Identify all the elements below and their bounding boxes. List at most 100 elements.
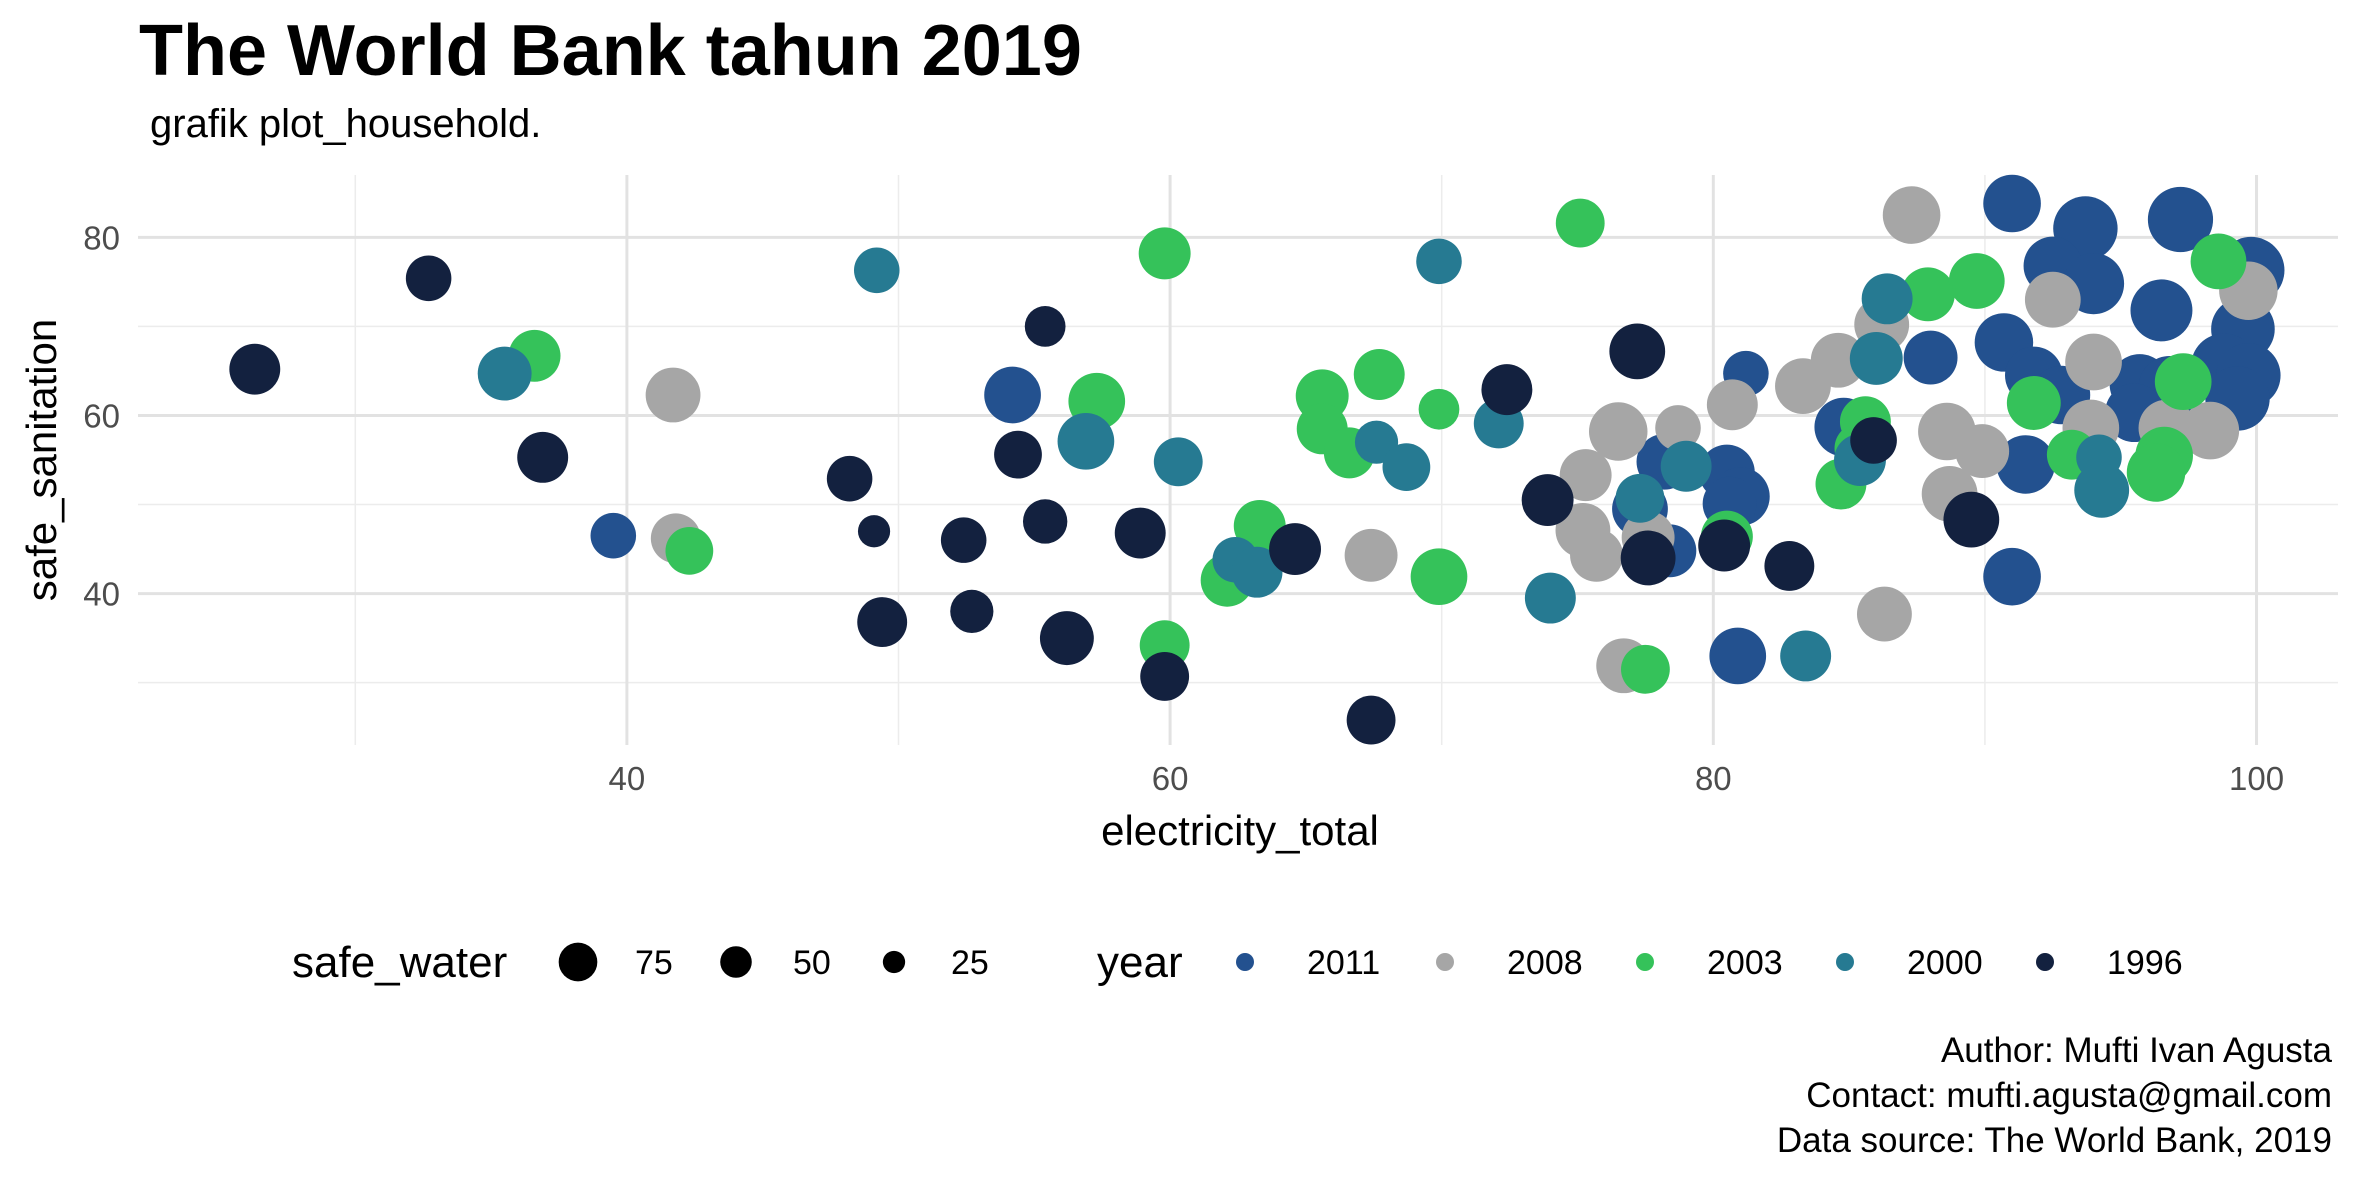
data-point-2000 — [853, 247, 900, 294]
color-legend-key — [1436, 953, 1454, 971]
data-point-2008 — [1559, 449, 1612, 502]
data-point-1996 — [1609, 323, 1666, 380]
color-legend-key — [1836, 953, 1854, 971]
data-point-2003 — [1620, 644, 1670, 694]
x-tick-label: 80 — [1695, 760, 1732, 797]
size-legend-label: 25 — [951, 944, 989, 982]
data-point-2008 — [1344, 528, 1398, 582]
data-point-2008 — [1882, 186, 1941, 244]
y-tick-label: 60 — [83, 397, 120, 434]
data-point-2003 — [1900, 267, 1955, 322]
data-point-1996 — [1481, 364, 1533, 416]
data-point-1996 — [1346, 695, 1396, 745]
caption-author: Author: Mufti Ivan Agusta — [1940, 1031, 2332, 1070]
data-point-1996 — [1269, 523, 1321, 576]
data-point-2000 — [1849, 332, 1903, 385]
data-point-2011 — [984, 366, 1041, 424]
color-legend-key — [1636, 953, 1654, 971]
color-legend-label: 2011 — [1307, 944, 1380, 982]
data-point-2008 — [1706, 379, 1758, 431]
color-legend-title: year — [1097, 938, 1183, 987]
data-point-2000 — [1780, 630, 1832, 682]
data-point-1996 — [1521, 474, 1574, 527]
color-legend-label: 2003 — [1707, 944, 1783, 982]
x-axis-title: electricity_total — [1101, 807, 1379, 854]
data-point-2000 — [1861, 273, 1913, 325]
data-point-1996 — [1140, 652, 1190, 701]
size-legend-label: 50 — [793, 944, 831, 982]
data-point-2011 — [1983, 547, 2041, 606]
data-point-1996 — [940, 517, 987, 563]
data-point-2011 — [1903, 330, 1958, 385]
data-point-2003 — [1555, 198, 1605, 248]
color-legend-label: 2000 — [1907, 944, 1983, 982]
data-point-2008 — [1570, 528, 1623, 582]
data-point-2011 — [1709, 627, 1767, 685]
data-point-2008 — [1589, 402, 1648, 461]
data-point-2003 — [665, 526, 714, 575]
data-point-2008 — [1955, 424, 2010, 479]
data-point-2000 — [1382, 443, 1431, 492]
data-point-2008 — [2181, 401, 2240, 460]
data-point-1996 — [1698, 519, 1751, 572]
size-legend-title: safe_water — [292, 938, 507, 987]
data-point-2000 — [477, 346, 532, 401]
data-point-2000 — [1524, 572, 1576, 624]
data-point-2011 — [2147, 186, 2214, 253]
data-point-2000 — [1615, 473, 1665, 523]
data-point-2003 — [2006, 376, 2061, 430]
y-tick-label: 40 — [83, 576, 120, 613]
data-point-1996 — [950, 589, 994, 634]
data-point-1996 — [1039, 611, 1094, 666]
data-point-2011 — [1983, 174, 2041, 233]
data-point-1996 — [1114, 507, 1166, 559]
y-tick-label: 80 — [83, 219, 120, 256]
data-point-1996 — [1022, 499, 1068, 544]
data-point-2003 — [1418, 388, 1460, 430]
data-point-2008 — [645, 367, 701, 423]
data-point-2000 — [1660, 440, 1712, 492]
x-tick-label: 40 — [609, 760, 646, 797]
axis-ticks: 40 60 80 100 40 60 80 — [83, 219, 2284, 797]
data-point-2003 — [2154, 353, 2212, 410]
data-point-1996 — [857, 515, 891, 548]
data-point-2008 — [1857, 586, 1912, 642]
data-point-1996 — [1850, 417, 1897, 464]
color-legend-key — [1236, 953, 1254, 971]
data-point-2008 — [1775, 358, 1831, 414]
legend: safe_water 75 50 25 year 2011 2008 2003 2000 1996 — [292, 938, 2183, 987]
data-point-2003 — [2126, 443, 2186, 502]
data-point-2008 — [2065, 333, 2122, 391]
data-point-2000 — [1416, 238, 1462, 285]
color-legend-label: 2008 — [1507, 944, 1583, 982]
data-point-2003 — [2190, 233, 2247, 290]
color-legend-key — [2036, 953, 2054, 971]
data-point-1996 — [405, 255, 452, 302]
chart-subtitle: grafik plot_household. — [150, 102, 542, 146]
caption-source: Data source: The World Bank, 2019 — [1776, 1121, 2332, 1160]
x-tick-label: 60 — [1152, 760, 1189, 797]
data-point-2003 — [1353, 349, 1405, 400]
size-legend-key — [882, 950, 906, 974]
data-point-2003 — [1948, 253, 2005, 309]
data-point-2008 — [2024, 271, 2081, 328]
data-point-2003 — [1138, 227, 1191, 280]
data-point-1996 — [994, 430, 1042, 479]
data-point-1996 — [1620, 530, 1676, 586]
data-point-1996 — [857, 597, 908, 648]
color-legend-label: 1996 — [2107, 944, 2183, 982]
data-point-1996 — [1024, 306, 1066, 347]
y-axis-title: safe_sanitation — [18, 319, 65, 602]
data-point-2000 — [1231, 546, 1283, 598]
data-point-1996 — [1943, 491, 2000, 548]
data-point-2011 — [1996, 435, 2055, 494]
data-point-2000 — [2074, 462, 2130, 518]
x-tick-label: 100 — [2229, 760, 2284, 797]
data-point-1996 — [517, 431, 569, 483]
data-point-2011 — [2130, 279, 2193, 342]
data-point-2008 — [1655, 405, 1701, 451]
data-point-2011 — [590, 512, 637, 559]
data-point-1996 — [229, 343, 281, 395]
data-point-1996 — [1764, 541, 1815, 591]
